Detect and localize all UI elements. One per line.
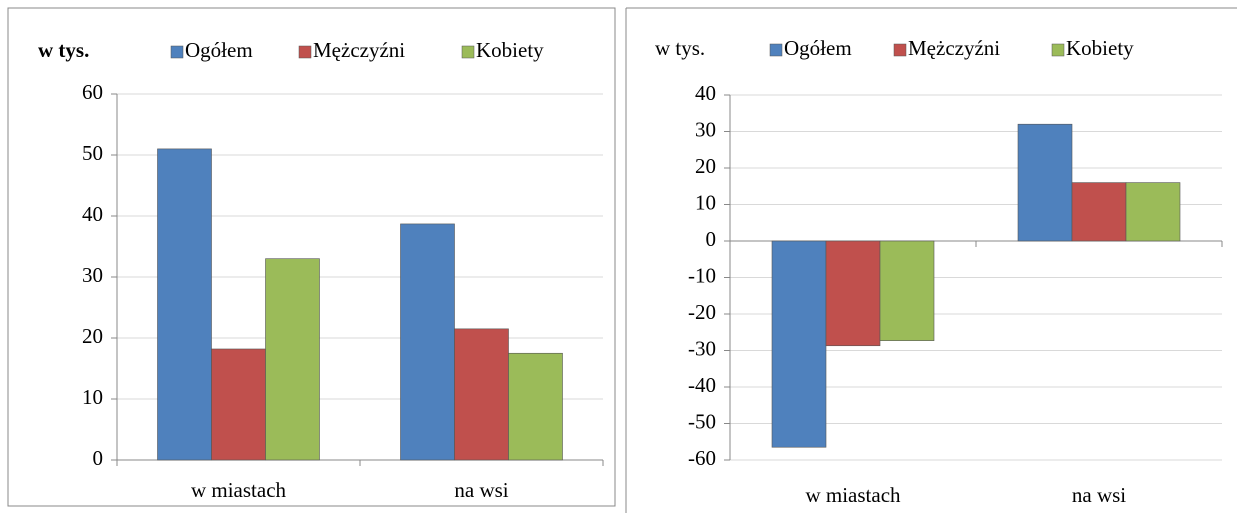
y-tick-label: 0	[706, 227, 717, 251]
legend-label: Kobiety	[476, 38, 544, 62]
y-tick-label: 50	[82, 141, 103, 165]
bar	[157, 148, 212, 461]
legend-label: Ogółem	[784, 36, 852, 60]
legend-swatch	[769, 43, 783, 57]
y-tick-label: 10	[82, 385, 103, 409]
bar	[265, 258, 320, 461]
y-tick-label: -10	[688, 263, 716, 287]
y-tick-label: 60	[82, 80, 103, 104]
bar	[879, 240, 935, 341]
y-tick-label: 40	[695, 81, 716, 105]
legend-swatch	[1051, 43, 1065, 57]
y-tick-label: 20	[695, 154, 716, 178]
x-tick-label: na wsi	[454, 478, 508, 502]
legend-swatch	[170, 45, 184, 59]
legend-label: Ogółem	[185, 38, 253, 62]
y-tick-label: 30	[82, 263, 103, 287]
left-frame	[7, 7, 616, 507]
y-axis-label: w tys.	[38, 38, 89, 62]
legend-swatch	[893, 43, 907, 57]
bar	[508, 352, 563, 461]
legend-label: Mężczyźni	[908, 36, 1000, 60]
bar	[1125, 182, 1181, 242]
y-tick-label: -40	[688, 373, 716, 397]
bar	[1017, 123, 1073, 242]
bar	[1071, 182, 1127, 242]
legend-label: Kobiety	[1066, 36, 1134, 60]
y-tick-label: 0	[93, 446, 104, 470]
y-tick-label: -50	[688, 409, 716, 433]
bar	[400, 223, 455, 461]
legend-label: Mężczyźni	[313, 38, 405, 62]
y-tick-label: -30	[688, 336, 716, 360]
bar	[454, 328, 509, 461]
legend-swatch	[461, 45, 475, 59]
legend-swatch	[298, 45, 312, 59]
y-tick-label: -20	[688, 300, 716, 324]
y-tick-label: 40	[82, 202, 103, 226]
y-tick-label: 20	[82, 324, 103, 348]
y-tick-label: -60	[688, 446, 716, 470]
y-tick-label: 10	[695, 190, 716, 214]
bar	[825, 240, 881, 347]
x-tick-label: w miastach	[805, 483, 901, 507]
bar	[211, 348, 266, 461]
y-axis-label: w tys.	[655, 36, 705, 60]
x-tick-label: w miastach	[191, 478, 287, 502]
bar	[771, 240, 827, 448]
y-tick-label: 30	[695, 117, 716, 141]
x-tick-label: na wsi	[1072, 483, 1126, 507]
